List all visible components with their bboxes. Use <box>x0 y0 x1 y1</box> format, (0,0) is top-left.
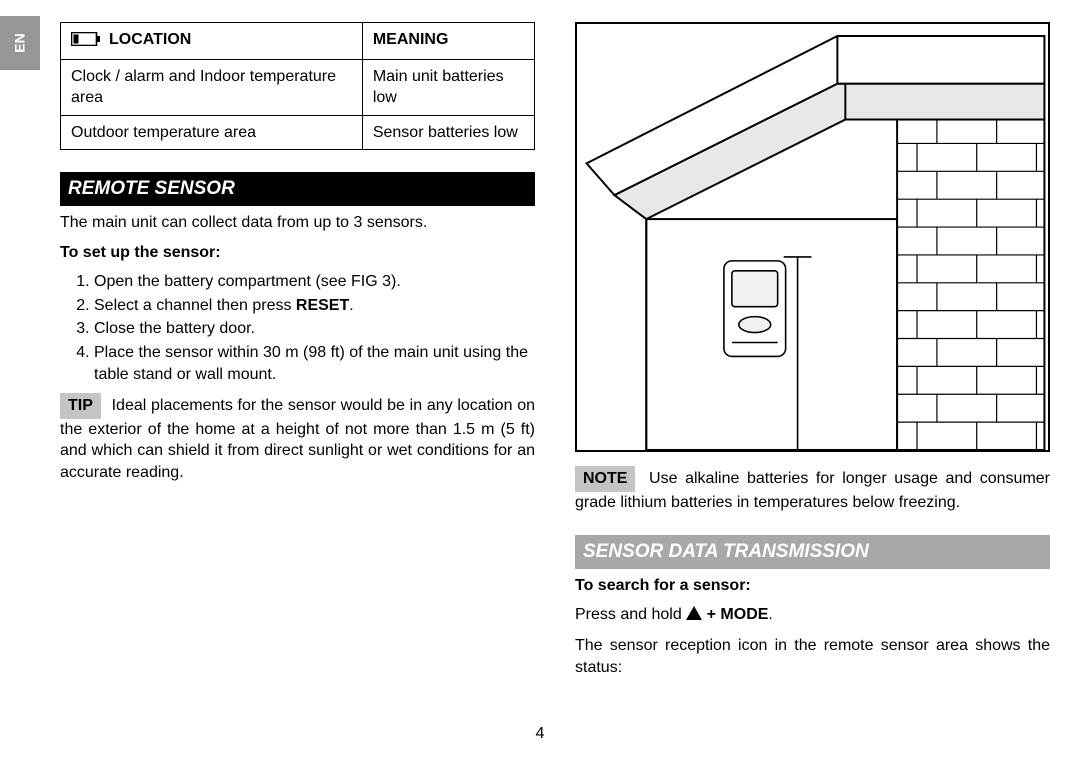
note-badge: NOTE <box>575 466 635 492</box>
table-header-location: LOCATION <box>61 23 363 60</box>
reset-label: RESET <box>296 297 349 314</box>
step2-prefix: Select a channel then press <box>94 297 296 314</box>
status-text: The sensor reception icon in the remote … <box>575 635 1050 678</box>
list-item: Select a channel then press RESET. <box>94 295 535 317</box>
section-heading-transmission: SENSOR DATA TRANSMISSION <box>575 535 1050 569</box>
page-number: 4 <box>0 725 1080 743</box>
note-text: Use alkaline batteries for longer usage … <box>575 470 1050 511</box>
table-row: Clock / alarm and Indoor temperature are… <box>61 59 535 115</box>
note-paragraph: NOTE Use alkaline batteries for longer u… <box>575 466 1050 513</box>
location-table: LOCATION MEANING Clock / alarm and Indoo… <box>60 22 535 150</box>
tip-badge: TIP <box>60 393 101 419</box>
setup-label: To set up the sensor: <box>60 242 535 264</box>
left-column: LOCATION MEANING Clock / alarm and Indoo… <box>60 22 535 686</box>
list-item: Place the sensor within 30 m (98 ft) of … <box>94 342 535 385</box>
press-prefix: Press and hold <box>575 606 686 623</box>
press-hold-line: Press and hold + MODE. <box>575 604 1050 627</box>
remote-sensor-intro: The main unit can collect data from up t… <box>60 212 535 234</box>
mode-label: + MODE <box>702 606 768 623</box>
table-cell: Outdoor temperature area <box>61 115 363 150</box>
setup-steps: Open the battery compartment (see FIG 3)… <box>94 271 535 385</box>
battery-icon <box>71 31 101 53</box>
up-triangle-icon <box>686 605 702 627</box>
table-cell: Sensor batteries low <box>362 115 534 150</box>
period: . <box>768 606 772 623</box>
table-header-meaning: MEANING <box>362 23 534 60</box>
list-item: Close the battery door. <box>94 318 535 340</box>
language-tab: EN <box>0 16 40 70</box>
table-cell: Main unit batteries low <box>362 59 534 115</box>
header-location-text: LOCATION <box>109 31 191 48</box>
sensor-placement-figure <box>575 22 1050 452</box>
language-label: EN <box>12 33 28 52</box>
table-cell: Clock / alarm and Indoor temperature are… <box>61 59 363 115</box>
tip-paragraph: TIP Ideal placements for the sensor woul… <box>60 393 535 483</box>
section-heading-remote-sensor: REMOTE SENSOR <box>60 172 535 206</box>
right-column: NOTE Use alkaline batteries for longer u… <box>575 22 1050 686</box>
search-label: To search for a sensor: <box>575 575 1050 597</box>
table-row: Outdoor temperature area Sensor batterie… <box>61 115 535 150</box>
table-header-row: LOCATION MEANING <box>61 23 535 60</box>
tip-text: Ideal placements for the sensor would be… <box>60 397 535 481</box>
list-item: Open the battery compartment (see FIG 3)… <box>94 271 535 293</box>
